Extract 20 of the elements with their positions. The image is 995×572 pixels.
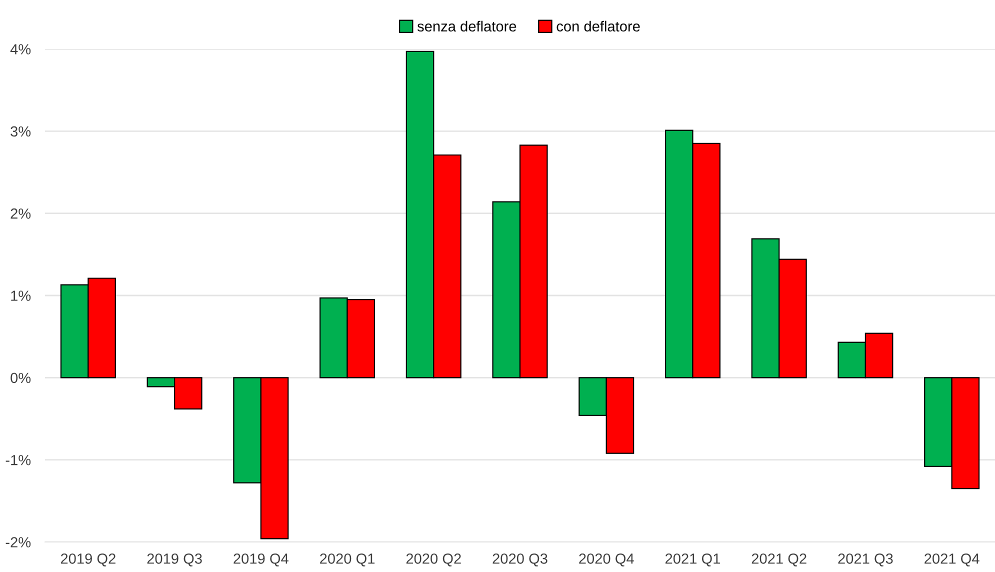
- y-tick-label: 3%: [10, 126, 31, 137]
- legend-label: senza deflatore: [417, 20, 516, 32]
- x-tick-label: 2020 Q3: [492, 553, 548, 566]
- y-tick-label: -2%: [6, 537, 31, 548]
- x-tick-label: 2021 Q2: [752, 553, 806, 566]
- y-tick-label: -1%: [6, 455, 31, 466]
- y-tick-label: 1%: [11, 290, 31, 301]
- x-tick-label: 2020 Q4: [579, 553, 634, 566]
- x-tick-label: 2021 Q3: [838, 553, 893, 566]
- x-tick-label: 2019 Q3: [147, 553, 202, 566]
- x-tick-label: 2020 Q2: [406, 553, 461, 566]
- y-tick-label: 2%: [10, 208, 31, 219]
- x-tick-label: 2019 Q4: [234, 553, 288, 566]
- y-tick-label: 4%: [10, 44, 31, 54]
- x-tick-label: 2021 Q4: [924, 553, 980, 566]
- x-tick-label: 2019 Q2: [60, 553, 116, 566]
- legend-label: con deflatore: [556, 20, 640, 32]
- y-tick-label: 0%: [10, 372, 31, 384]
- x-tick-label: 2020 Q1: [320, 553, 375, 566]
- x-tick-label: 2021 Q1: [665, 553, 720, 566]
